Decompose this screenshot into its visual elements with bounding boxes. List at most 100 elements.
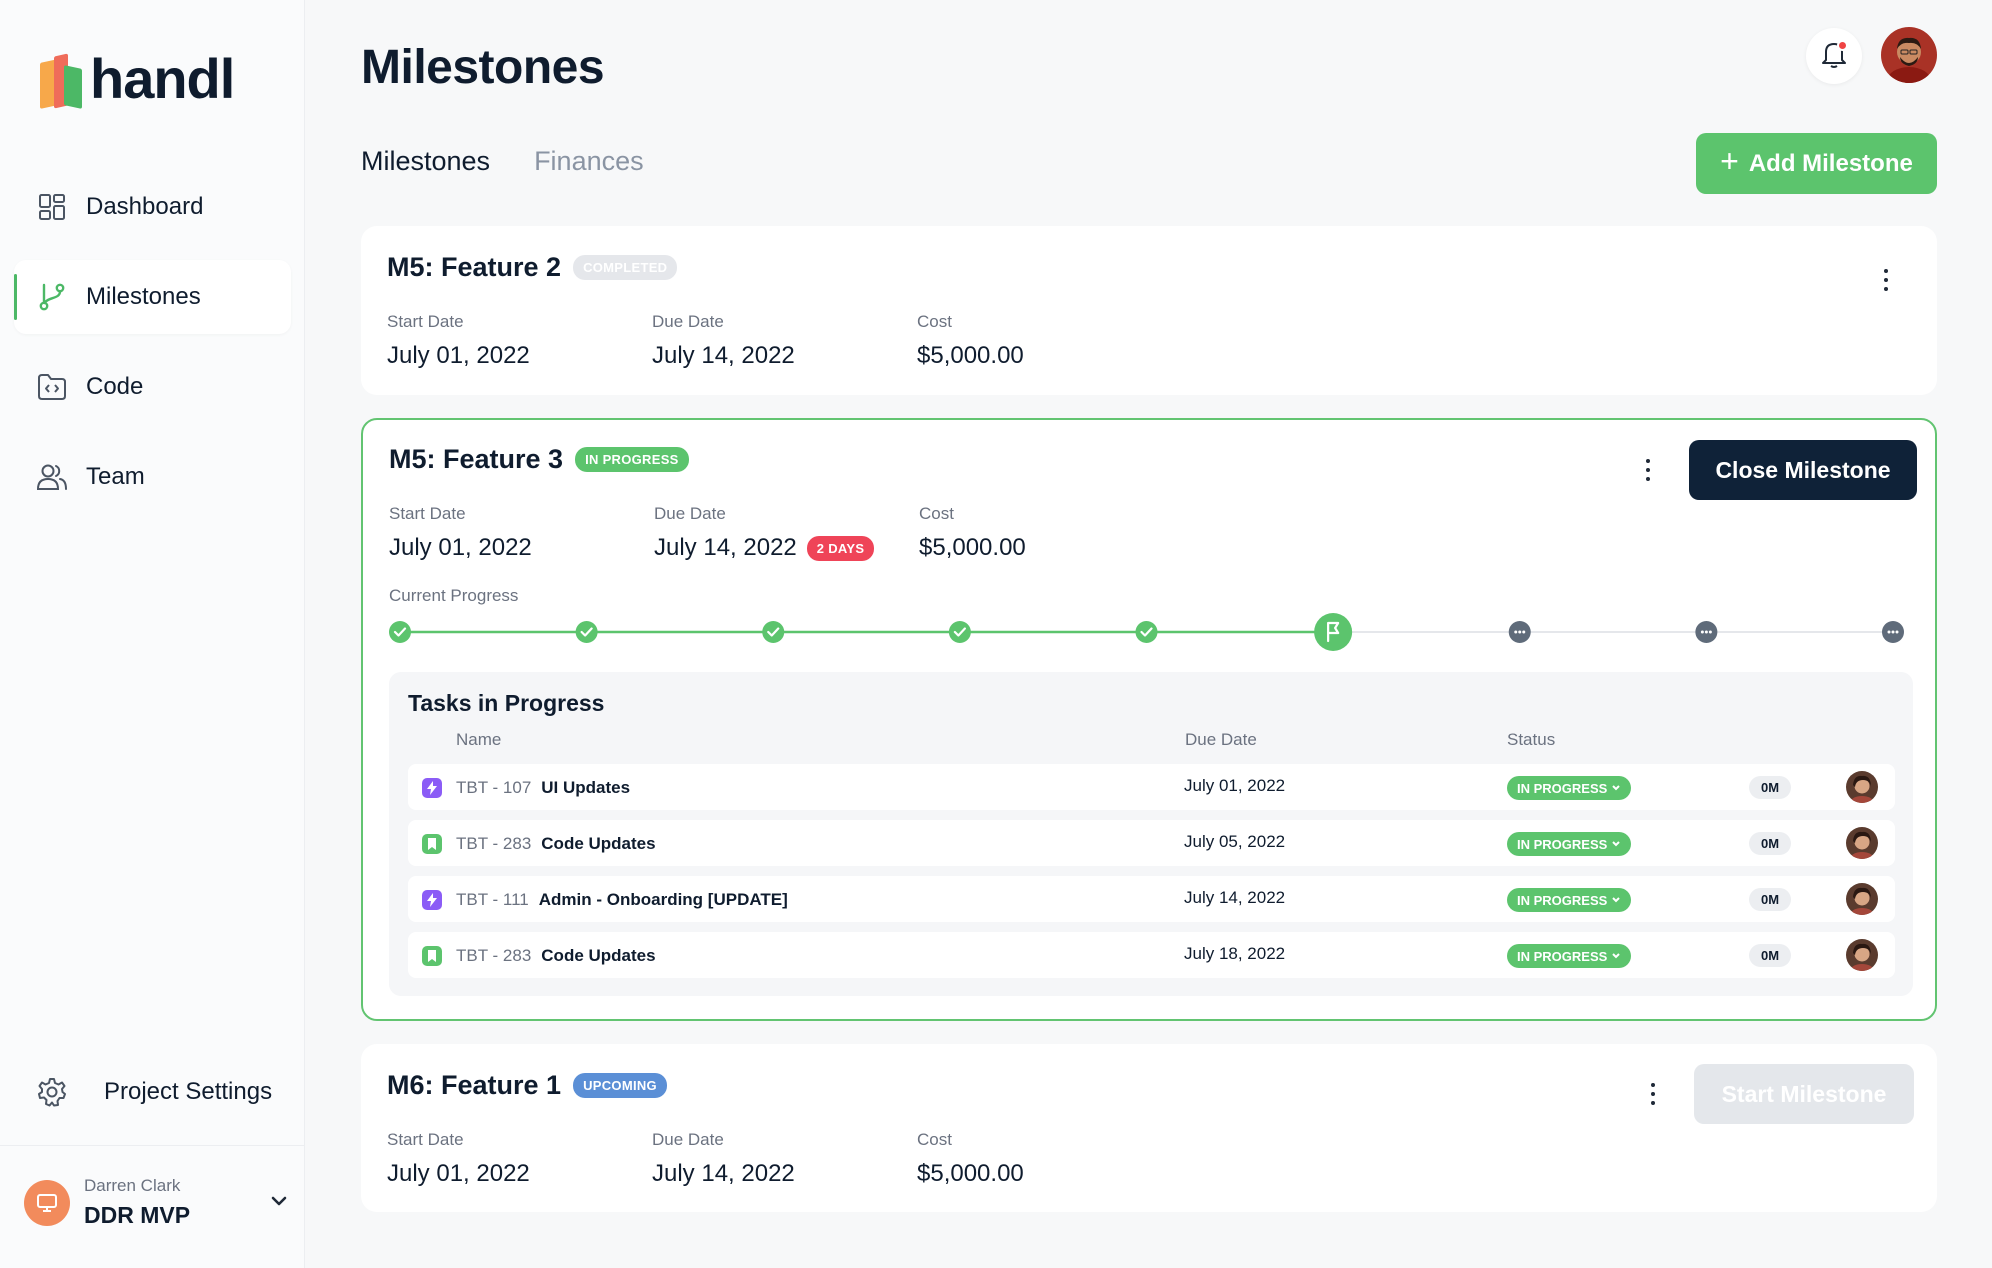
bolt-icon — [422, 778, 442, 798]
step-complete-icon — [762, 621, 785, 643]
brand-logo[interactable]: handl — [40, 46, 235, 111]
step-complete-icon — [389, 621, 411, 643]
task-name: Code Updates — [541, 834, 656, 853]
code-folder-icon — [36, 371, 68, 403]
more-options-icon[interactable] — [1633, 450, 1663, 490]
add-milestone-button[interactable]: + Add Milestone — [1696, 133, 1937, 194]
field-label: Cost — [917, 312, 952, 331]
chevron-down-icon — [1612, 953, 1621, 959]
step-current-flag-icon — [1314, 613, 1353, 651]
task-status-dropdown[interactable]: IN PROGRESS — [1507, 776, 1632, 800]
project-settings-label: Project Settings — [104, 1078, 273, 1105]
cost-field: Cost $5,000.00 — [917, 1130, 1182, 1188]
start-milestone-button[interactable]: Start Milestone — [1694, 1064, 1914, 1124]
close-milestone-button[interactable]: Close Milestone — [1689, 440, 1917, 500]
task-id: TBT - 283 Code Updates — [456, 946, 656, 966]
project-switcher[interactable]: Darren Clark DDR MVP — [24, 1176, 288, 1229]
task-estimate: 0M — [1749, 944, 1791, 967]
status-badge: UPCOMING — [573, 1073, 667, 1098]
project-name: DDR MVP — [84, 1202, 191, 1228]
task-row[interactable]: TBT - 107 UI Updates July 01, 2022 IN PRO… — [408, 764, 1895, 810]
more-options-icon[interactable] — [1871, 260, 1901, 300]
logo-mark-icon — [40, 51, 82, 109]
field-value: July 14, 2022 — [652, 342, 795, 369]
field-value: $5,000.00 — [917, 342, 1024, 369]
project-settings-link[interactable]: Project Settings — [36, 1076, 272, 1108]
days-remaining-badge: 2 DAYS — [806, 535, 875, 561]
sidebar-item-dashboard[interactable]: Dashboard — [14, 170, 291, 244]
task-id: TBT - 107 UI Updates — [456, 778, 630, 798]
task-estimate: 0M — [1749, 888, 1791, 911]
tab-finances[interactable]: Finances — [534, 146, 644, 176]
field-label: Start Date — [389, 504, 466, 523]
grid-icon — [36, 191, 68, 223]
task-id-text: TBT - 283 — [456, 946, 532, 965]
field-value: July 01, 2022 — [389, 534, 532, 561]
sidebar-nav: Dashboard Milestones Code Team — [14, 170, 291, 530]
field-value: July 01, 2022 — [387, 342, 530, 369]
status-badge: COMPLETED — [573, 255, 678, 280]
more-options-icon[interactable] — [1638, 1074, 1668, 1114]
start-date-field: Start Date July 01, 2022 — [387, 1130, 652, 1188]
sidebar: handl Dashboard Milestones Code Team — [0, 0, 305, 1268]
sidebar-item-milestones[interactable]: Milestones — [14, 260, 291, 334]
status-badge: IN PROGRESS — [575, 447, 689, 472]
current-progress-label: Current Progress — [389, 586, 519, 605]
user-avatar[interactable] — [1881, 27, 1937, 83]
task-status-label: IN PROGRESS — [1517, 892, 1608, 908]
sidebar-item-team[interactable]: Team — [14, 440, 291, 514]
task-status-dropdown[interactable]: IN PROGRESS — [1507, 832, 1632, 856]
bookmark-icon — [422, 834, 442, 854]
task-status-dropdown[interactable]: IN PROGRESS — [1507, 888, 1632, 912]
task-estimate: 0M — [1749, 776, 1791, 799]
bolt-icon — [422, 890, 442, 910]
assignee-avatar[interactable] — [1846, 883, 1878, 915]
chevron-down-icon — [1612, 897, 1621, 903]
assignee-avatar[interactable] — [1846, 771, 1878, 803]
field-value: $5,000.00 — [919, 534, 1026, 561]
task-estimate: 0M — [1749, 832, 1791, 855]
task-row[interactable]: TBT - 283 Code Updates July 18, 2022 IN P… — [408, 932, 1895, 978]
project-owner: Darren Clark — [84, 1176, 181, 1195]
branch-icon — [36, 281, 68, 313]
tab-milestones[interactable]: Milestones — [361, 146, 491, 176]
sidebar-divider — [0, 1145, 305, 1146]
tasks-title: Tasks in Progress — [408, 690, 605, 716]
page-title: Milestones — [361, 41, 605, 94]
milestone-card: M6: Feature 1 UPCOMING Start Milestone S… — [361, 1044, 1937, 1212]
sidebar-item-code[interactable]: Code — [14, 350, 291, 424]
chevron-down-icon[interactable] — [270, 1194, 288, 1212]
field-value: July 14, 2022 — [652, 1160, 795, 1187]
assignee-avatar[interactable] — [1846, 827, 1878, 859]
task-status-dropdown[interactable]: IN PROGRESS — [1507, 944, 1632, 968]
field-label: Due Date — [654, 504, 726, 523]
chevron-down-icon — [1612, 785, 1621, 791]
field-label: Due Date — [652, 1130, 724, 1149]
sidebar-item-label: Milestones — [86, 283, 201, 310]
notification-dot — [1837, 40, 1848, 51]
due-date-field: Due Date July 14, 2022 2 DAYS — [654, 504, 919, 562]
step-pending-icon — [1695, 621, 1718, 643]
plus-icon: + — [1720, 143, 1739, 179]
milestone-card-active: M5: Feature 3 IN PROGRESS Close Mileston… — [361, 418, 1937, 1021]
notifications-button[interactable] — [1806, 28, 1862, 84]
progress-track — [389, 613, 1904, 651]
task-status-label: IN PROGRESS — [1517, 948, 1608, 964]
task-id-text: TBT - 111 — [456, 890, 529, 909]
assignee-avatar[interactable] — [1846, 939, 1878, 971]
sidebar-item-label: Team — [86, 463, 145, 490]
bookmark-icon — [422, 946, 442, 966]
add-milestone-label: Add Milestone — [1748, 149, 1913, 177]
field-label: Start Date — [387, 312, 464, 331]
task-row[interactable]: TBT - 111 Admin - Onboarding [UPDATE] Jul… — [408, 876, 1895, 922]
step-complete-icon — [575, 621, 598, 643]
field-label: Cost — [919, 504, 954, 523]
due-date-field: Due Date July 14, 2022 — [652, 1130, 917, 1188]
task-id-text: TBT - 283 — [456, 834, 532, 853]
field-label: Start Date — [387, 1130, 464, 1149]
column-header-due: Due Date — [1185, 730, 1257, 749]
task-due-date: July 05, 2022 — [1184, 832, 1286, 851]
task-row[interactable]: TBT - 283 Code Updates July 05, 2022 IN P… — [408, 820, 1895, 866]
field-value: July 14, 2022 2 DAYS — [654, 534, 919, 562]
milestone-tabs: Milestones Finances — [361, 146, 688, 177]
